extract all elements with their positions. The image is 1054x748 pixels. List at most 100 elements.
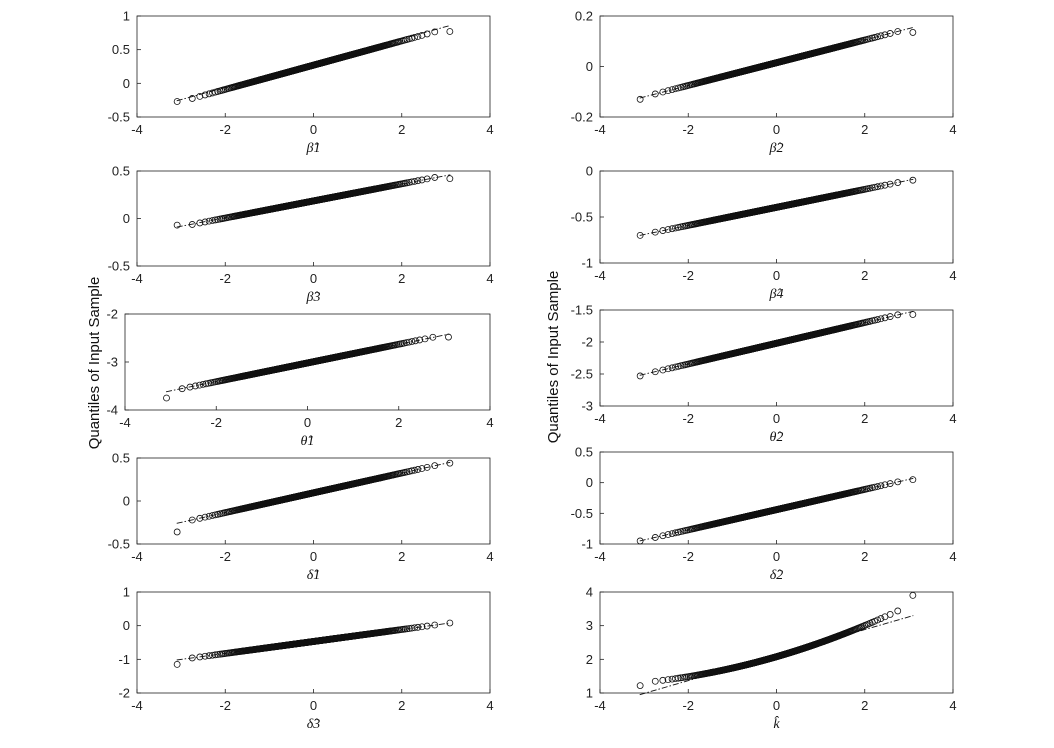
x-tick-label: 0 [773, 122, 780, 137]
x-axis-title: β̂1 [306, 141, 321, 156]
x-tick-label: -2 [682, 122, 694, 137]
qq-point [446, 175, 454, 183]
x-tick-label: 0 [310, 549, 317, 564]
qq-point [664, 87, 672, 95]
y-tick-label: -3 [106, 355, 118, 370]
x-tick-label: -4 [131, 122, 143, 137]
y-tick-label: -2 [118, 686, 130, 701]
x-tick-label: 2 [861, 122, 868, 137]
qq-point [196, 92, 204, 100]
y-tick-label: 0.2 [575, 9, 593, 24]
x-tick-label: -2 [210, 415, 222, 430]
x-tick-label: -4 [131, 698, 143, 713]
y-tick-label: -1 [118, 652, 130, 667]
y-tick-label: 0 [123, 76, 130, 91]
qq-point [871, 34, 879, 41]
x-tick-label: 4 [949, 268, 956, 283]
x-axis-title: δ̂1 [307, 568, 321, 583]
qq-point [205, 90, 213, 98]
x-tick-label: -4 [594, 268, 606, 283]
y-tick-label: 1 [123, 585, 130, 600]
x-axis-title: k̂ [773, 715, 780, 732]
x-tick-label: 0 [304, 415, 311, 430]
y-tick-label: -0.5 [108, 259, 130, 274]
qq-point [408, 34, 416, 42]
x-tick-label: -2 [219, 698, 231, 713]
x-tick-label: 0 [310, 122, 317, 137]
x-axis-title: θ̂2 [770, 430, 784, 445]
qq-panel-1: -4 -2 0 2 4-0.500.51β̂1 [108, 9, 494, 157]
y-tick-label: -2 [581, 335, 593, 350]
qq-panel-4: -4 -2 0 2 4-1-0.50β̂4 [571, 164, 957, 303]
x-tick-label: 2 [398, 271, 405, 286]
qq-point [209, 217, 216, 224]
y-tick-label: -0.5 [108, 537, 130, 552]
y-tick-label: 0 [123, 618, 130, 633]
sample-points [163, 333, 452, 402]
qq-point [868, 34, 876, 42]
x-tick-label: 0 [773, 268, 780, 283]
qq-point [201, 91, 209, 99]
x-tick-label: -4 [594, 698, 606, 713]
x-axis-title: β̂2 [769, 141, 784, 156]
sample-points [636, 476, 917, 545]
qq-point [423, 30, 431, 38]
qq-point [909, 476, 917, 484]
sample-points [173, 174, 454, 229]
y-tick-label: 0 [123, 494, 130, 509]
x-tick-label: -2 [219, 271, 231, 286]
sample-points [173, 459, 454, 536]
sample-points [636, 28, 917, 103]
x-tick-label: 2 [861, 698, 868, 713]
y-tick-label: -2.5 [571, 367, 593, 382]
y-tick-label: 1 [123, 9, 130, 24]
y-axis-label-left: Quantiles of Input Sample [86, 277, 103, 450]
x-tick-label: 2 [861, 268, 868, 283]
sample-points [173, 619, 454, 668]
qq-point [651, 90, 659, 98]
y-tick-label: 0 [586, 164, 593, 179]
y-tick-label: -0.5 [571, 506, 593, 521]
qq-point [201, 218, 209, 226]
qq-point [877, 32, 885, 40]
x-tick-label: -2 [682, 411, 694, 426]
y-axis-label-right: Quantiles of Input Sample [545, 271, 562, 444]
qq-point [211, 216, 219, 224]
y-tick-label: -1.5 [571, 303, 593, 318]
x-axis-title: θ̂1 [301, 434, 315, 449]
x-axis-title: δ̂2 [770, 568, 784, 583]
x-tick-label: -2 [219, 549, 231, 564]
y-tick-label: 3 [586, 618, 593, 633]
y-tick-label: -3 [581, 399, 593, 414]
qq-point [188, 221, 196, 228]
qq-point [909, 29, 917, 36]
qq-panel-7: -4 -2 0 2 4-0.500.5δ̂1 [108, 451, 494, 584]
y-tick-label: 0 [123, 211, 130, 226]
qq-point [173, 98, 181, 105]
x-tick-label: 4 [949, 549, 956, 564]
x-tick-label: 0 [310, 698, 317, 713]
qq-point [672, 85, 679, 93]
qq-point [173, 221, 181, 229]
qq-point [636, 682, 644, 689]
y-tick-label: 1 [586, 686, 593, 701]
qq-panel-5: -4 -2 0 2 4-4-3-2θ̂1 [106, 307, 493, 450]
x-axis-title: δ̂3 [307, 717, 321, 732]
qq-point [196, 219, 204, 227]
y-tick-label: -0.2 [571, 110, 593, 125]
y-tick-label: 0.5 [112, 164, 130, 179]
x-axis-title: β̂3 [306, 290, 321, 305]
qq-panel-8: -4 -2 0 2 4-1-0.500.5δ̂2 [571, 445, 957, 584]
sample-points [636, 591, 917, 689]
qq-point [188, 95, 196, 102]
x-tick-label: -2 [682, 268, 694, 283]
y-tick-label: -1 [581, 537, 593, 552]
x-tick-label: 0 [773, 549, 780, 564]
y-tick-label: 0 [586, 59, 593, 74]
x-axis-title: β̂4 [769, 287, 784, 302]
qq-point [411, 33, 418, 41]
x-tick-label: -4 [594, 549, 606, 564]
